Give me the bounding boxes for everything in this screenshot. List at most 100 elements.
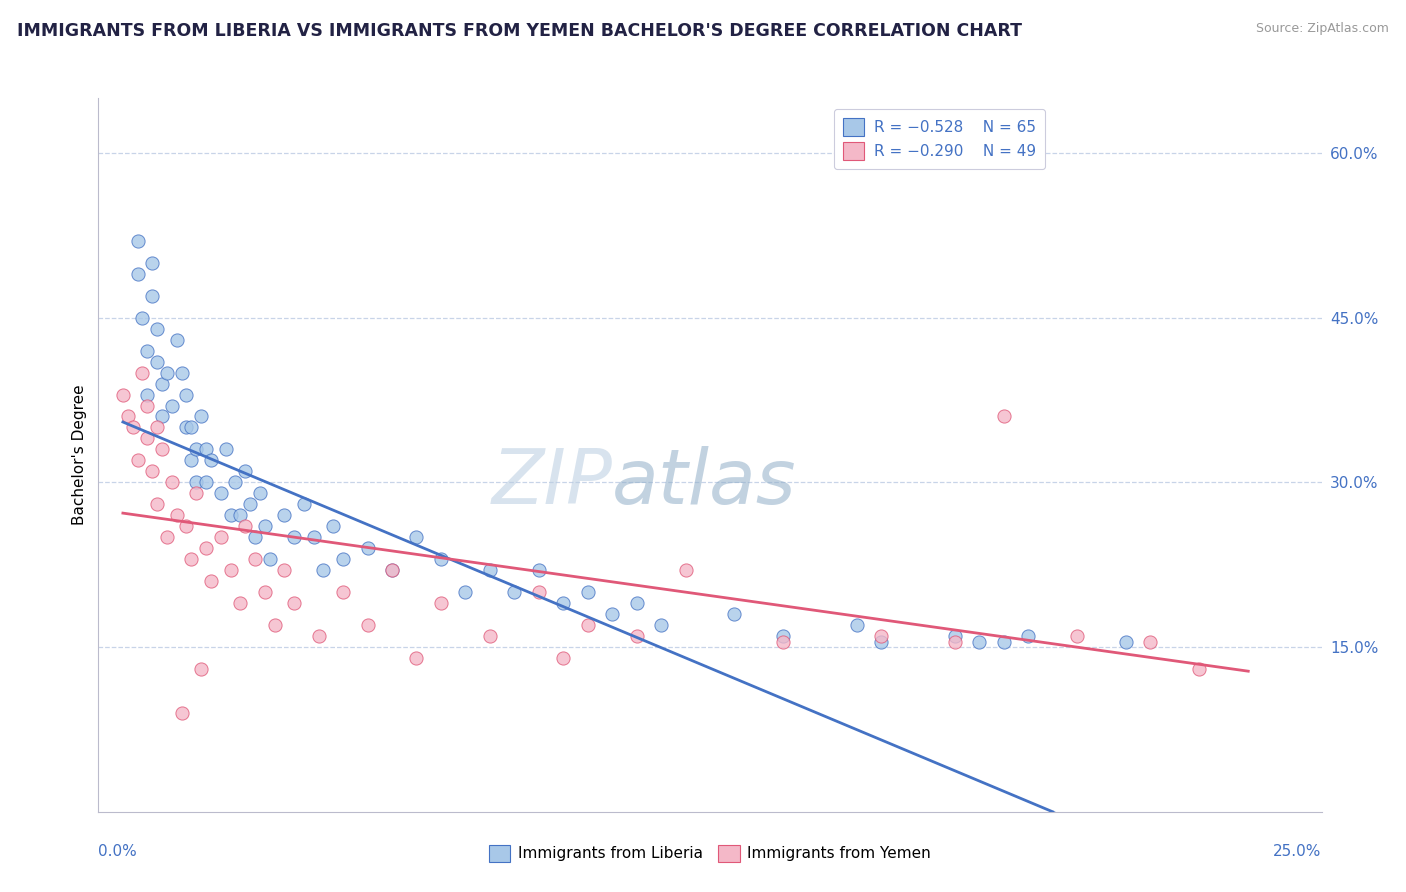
Text: atlas: atlas	[612, 447, 797, 520]
Text: 0.0%: 0.0%	[98, 844, 138, 859]
Point	[186, 442, 208, 457]
Point	[943, 629, 966, 643]
Point	[253, 585, 276, 599]
Point	[332, 585, 354, 599]
Point	[136, 432, 159, 446]
Point	[180, 453, 202, 467]
Point	[243, 530, 266, 544]
Point	[136, 387, 159, 401]
Point	[239, 497, 262, 511]
Point	[170, 366, 193, 380]
Point	[229, 596, 252, 610]
Text: 25.0%: 25.0%	[1274, 844, 1322, 859]
Point	[160, 475, 183, 490]
Point	[111, 387, 134, 401]
Point	[249, 486, 271, 500]
Text: ZIP: ZIP	[491, 447, 612, 520]
Point	[1115, 634, 1137, 648]
Point	[150, 409, 173, 424]
Point	[214, 442, 236, 457]
Point	[405, 651, 427, 665]
Point	[253, 519, 276, 533]
Point	[224, 475, 246, 490]
Point	[478, 629, 501, 643]
Point	[356, 541, 378, 556]
Point	[150, 442, 173, 457]
Point	[381, 563, 404, 577]
Point	[233, 464, 256, 478]
Text: Source: ZipAtlas.com: Source: ZipAtlas.com	[1256, 22, 1389, 36]
Point	[141, 256, 163, 270]
Point	[146, 321, 169, 335]
Point	[176, 519, 198, 533]
Point	[430, 552, 453, 566]
Point	[553, 651, 575, 665]
Point	[136, 343, 159, 358]
Point	[626, 629, 648, 643]
Y-axis label: Bachelor's Degree: Bachelor's Degree	[72, 384, 87, 525]
Point	[190, 662, 212, 676]
Point	[870, 634, 893, 648]
Point	[1017, 629, 1039, 643]
Legend: Immigrants from Liberia, Immigrants from Yemen: Immigrants from Liberia, Immigrants from…	[482, 838, 938, 868]
Point	[190, 409, 212, 424]
Point	[308, 629, 330, 643]
Point	[131, 310, 153, 325]
Point	[943, 634, 966, 648]
Point	[650, 618, 672, 632]
Point	[283, 596, 305, 610]
Point	[553, 596, 575, 610]
Point	[1066, 629, 1088, 643]
Point	[131, 366, 153, 380]
Point	[141, 289, 163, 303]
Point	[209, 486, 232, 500]
Point	[527, 563, 550, 577]
Point	[146, 354, 169, 368]
Point	[195, 475, 218, 490]
Point	[273, 563, 295, 577]
Point	[156, 530, 179, 544]
Point	[967, 634, 990, 648]
Point	[503, 585, 526, 599]
Point	[166, 508, 188, 523]
Point	[136, 399, 159, 413]
Point	[993, 409, 1015, 424]
Point	[180, 420, 202, 434]
Point	[772, 629, 794, 643]
Point	[200, 574, 222, 589]
Point	[381, 563, 404, 577]
Point	[292, 497, 315, 511]
Point	[576, 585, 599, 599]
Point	[146, 497, 169, 511]
Point	[600, 607, 623, 621]
Point	[259, 552, 281, 566]
Point	[243, 552, 266, 566]
Point	[454, 585, 477, 599]
Point	[127, 234, 149, 248]
Point	[478, 563, 501, 577]
Point	[1188, 662, 1211, 676]
Point	[675, 563, 697, 577]
Point	[723, 607, 745, 621]
Point	[405, 530, 427, 544]
Point	[870, 629, 893, 643]
Point	[160, 399, 183, 413]
Point	[117, 409, 139, 424]
Point	[233, 519, 256, 533]
Point	[127, 453, 149, 467]
Point	[121, 420, 143, 434]
Point	[150, 376, 173, 391]
Point	[219, 508, 242, 523]
Point	[146, 420, 169, 434]
Point	[993, 634, 1015, 648]
Point	[209, 530, 232, 544]
Point	[127, 267, 149, 281]
Text: IMMIGRANTS FROM LIBERIA VS IMMIGRANTS FROM YEMEN BACHELOR'S DEGREE CORRELATION C: IMMIGRANTS FROM LIBERIA VS IMMIGRANTS FR…	[17, 22, 1022, 40]
Point	[180, 552, 202, 566]
Point	[156, 366, 179, 380]
Point	[170, 706, 193, 720]
Point	[430, 596, 453, 610]
Point	[527, 585, 550, 599]
Point	[186, 486, 208, 500]
Point	[356, 618, 378, 632]
